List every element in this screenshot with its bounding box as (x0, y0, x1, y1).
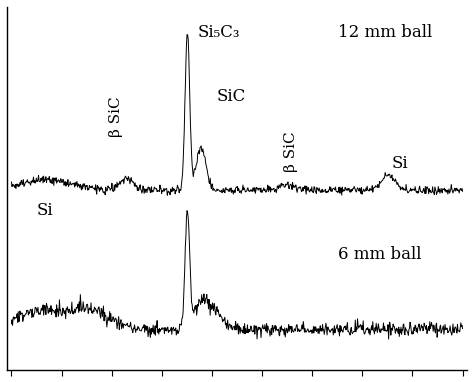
Text: Si: Si (391, 155, 408, 172)
Text: β SiC: β SiC (109, 97, 123, 138)
Text: Si₅C₃: Si₅C₃ (198, 24, 240, 41)
Text: 12 mm ball: 12 mm ball (338, 24, 432, 41)
Text: SiC: SiC (216, 88, 246, 105)
Text: 6 mm ball: 6 mm ball (338, 246, 422, 262)
Text: Si: Si (37, 202, 54, 219)
Text: β SiC: β SiC (284, 131, 298, 172)
